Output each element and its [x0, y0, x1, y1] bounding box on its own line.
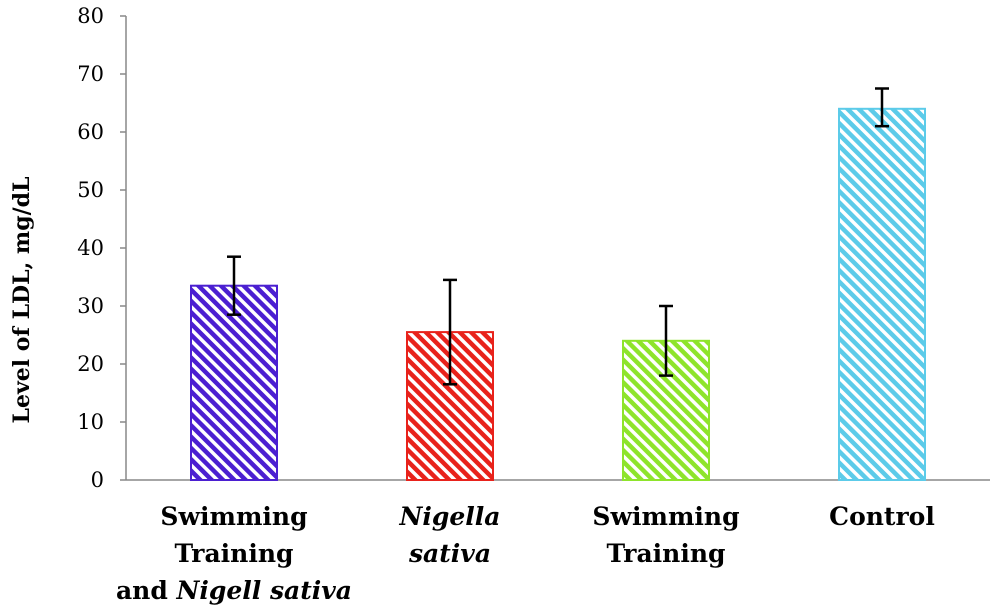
y-tick-label: 50 [77, 178, 104, 202]
y-tick-label: 70 [77, 62, 104, 86]
y-tick-label: 30 [77, 294, 104, 318]
x-tick-label: Nigella [399, 502, 501, 531]
x-tick-label: Training [607, 539, 726, 568]
y-tick-label: 0 [91, 468, 104, 492]
bar [190, 284, 278, 482]
error-bar [227, 255, 241, 316]
y-tick-label: 20 [77, 352, 104, 376]
x-tick-label: Training [175, 539, 294, 568]
x-tick-label: and Nigell sativa [116, 576, 352, 605]
y-tick-label: 80 [77, 4, 104, 28]
error-bar [443, 278, 457, 386]
x-tick-label: sativa [408, 539, 491, 568]
error-bar [659, 304, 673, 377]
y-axis-title: Level of LDL, mg/dL [9, 177, 35, 424]
error-bar [875, 87, 889, 128]
x-tick-label: Swimming [592, 502, 739, 531]
x-tick-label: Control [829, 502, 935, 531]
y-tick-label: 60 [77, 120, 104, 144]
category-labels: Swimming Training and Nigell sativa Nigella… [116, 502, 935, 605]
y-tick-label: 40 [77, 236, 104, 260]
y-tick-label: 10 [77, 410, 104, 434]
x-tick-label: Swimming [160, 502, 307, 531]
bar [838, 107, 926, 482]
bars [190, 87, 926, 482]
